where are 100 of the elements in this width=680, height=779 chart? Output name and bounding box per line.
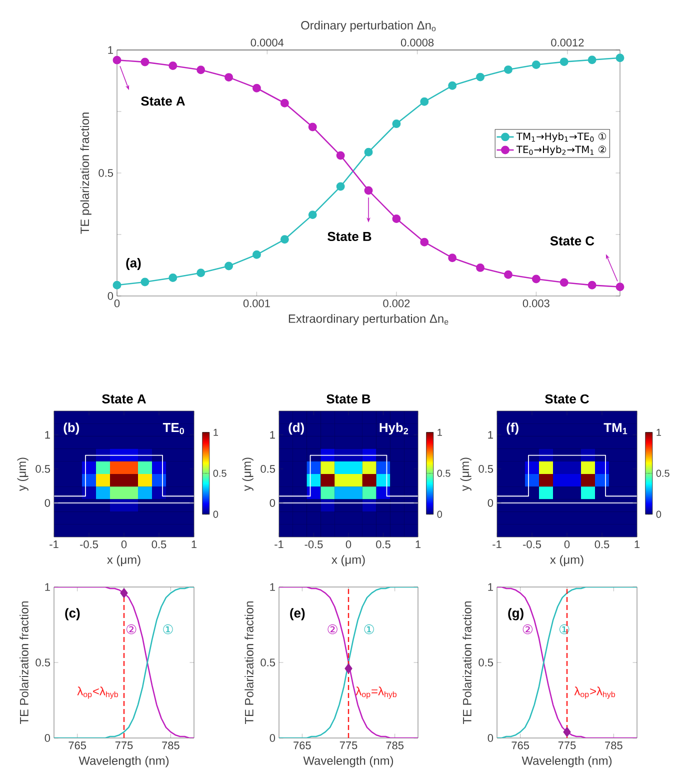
point [616, 54, 624, 62]
point [392, 214, 401, 223]
x-tick-label: -1 [274, 540, 284, 548]
ref-line-label: λ$_{op}$=λ$_{hyb}$ [356, 686, 397, 699]
x-tick-label: 775 [558, 742, 576, 750]
point [588, 280, 596, 290]
series-label: ② [126, 624, 136, 634]
point [420, 238, 429, 246]
annotation: (d) [288, 422, 304, 435]
y-axis-title: y (μm) [17, 458, 28, 492]
point [224, 262, 234, 270]
x-axis-title: Wavelength (nm) [303, 756, 394, 768]
point [476, 72, 485, 82]
x-tick-label: 765 [294, 742, 311, 750]
annotation: (e) [290, 608, 305, 620]
series-label: ① [163, 624, 173, 634]
color-bar-label: 0.5 [656, 470, 670, 477]
y-tick-label: 0.5 [36, 465, 50, 473]
x-tick-label: 785 [386, 742, 404, 750]
point [280, 98, 289, 108]
point [476, 263, 485, 272]
y-tick-label: 0 [108, 292, 114, 300]
point [336, 182, 345, 191]
chart-title: State B [326, 394, 370, 404]
x-tick-label: -0.5 [304, 540, 323, 548]
point [504, 270, 512, 279]
annotation: (a) [126, 258, 141, 270]
y-tick-label: 0.5 [478, 465, 494, 473]
point [140, 58, 150, 66]
point [140, 278, 150, 286]
y-tick-label: 0.5 [260, 465, 276, 473]
point [168, 274, 178, 282]
point [588, 56, 596, 64]
y-axis-title: y (μm) [242, 458, 254, 492]
x-tick-label: 0.5 [594, 540, 610, 548]
series-label: ① [559, 624, 570, 634]
annotation: TE$_{0}$ [162, 423, 184, 434]
x-axis-title: x (μm) [332, 555, 365, 566]
y-tick-label: 0 [488, 734, 494, 742]
color-bar-label: 0.5 [437, 470, 450, 477]
x2-axis-title: Ordinary perturbation Δn$_{o}$ [301, 20, 436, 32]
annotation: State B [328, 232, 372, 242]
annotation: State C [550, 236, 594, 246]
y-tick-label: 1 [488, 431, 493, 439]
point [336, 151, 345, 160]
x-tick-label: 785 [605, 742, 622, 750]
color-bar-label: 0 [213, 510, 218, 518]
y-tick-label: 1 [45, 583, 50, 591]
color-bar-label: 1 [656, 428, 661, 436]
y-tick-label: 1 [488, 583, 493, 591]
series-label: ② [328, 624, 338, 634]
point [504, 65, 512, 74]
x-tick-label: -1 [50, 540, 58, 548]
point [196, 66, 206, 74]
x-tick-label: 0.002 [383, 300, 410, 308]
x-axis-title: x (μm) [107, 555, 140, 566]
x-tick-label: 0 [346, 540, 352, 548]
ref-line-label: λ$_{op}$>λ$_{hyb}$ [574, 686, 616, 699]
y-tick-label: 0.5 [98, 169, 114, 177]
point [308, 210, 317, 220]
x-tick-label: 0 [114, 300, 120, 308]
annotation: (g) [508, 608, 524, 620]
x-axis-title: x (μm) [550, 555, 584, 566]
x-axis-title: Extraordinary perturbation Δn$_{e}$ [288, 314, 448, 326]
y-axis-title: y (μm) [460, 458, 472, 492]
point [560, 58, 568, 66]
ref-line-label: λ$_{op}$<λ$_{hyb}$ [77, 686, 118, 699]
y-tick-label: 0 [44, 734, 50, 742]
chart-title: State C [545, 394, 589, 404]
annotation: State A [141, 96, 185, 106]
color-bar-label: 0 [437, 510, 442, 518]
point [252, 250, 261, 259]
point [448, 254, 457, 262]
x-tick-label: -1 [492, 540, 502, 548]
y-tick-label: 0.5 [260, 658, 276, 666]
x-tick-label: 1 [634, 540, 640, 548]
annotation: Hyb$_{2}$ [380, 422, 408, 435]
point [280, 235, 289, 244]
annotation: TM$_{1}$ [604, 423, 628, 434]
color-bar-label: 1 [214, 428, 218, 436]
point [448, 81, 457, 90]
point [112, 280, 122, 290]
x2-tick-label: 0.0008 [400, 38, 434, 46]
y-tick-label: 1 [108, 46, 113, 54]
y-tick-label: 1 [45, 431, 50, 439]
x-tick-label: 765 [68, 742, 86, 750]
y-axis-title: TE polarization fraction [80, 112, 92, 234]
y-axis-title: TE Polarization fraction [244, 602, 254, 724]
point [420, 97, 429, 106]
series-label: ① [364, 624, 374, 634]
point [392, 120, 401, 128]
legend-label: TE$_{0}$→Hyb$_{2}$→TM$_{1}$ ② [516, 145, 606, 156]
y-axis-title: TE Polarization fraction [462, 602, 472, 724]
x-tick-label: 1 [416, 540, 421, 548]
y-tick-label: 1 [270, 583, 275, 591]
y-tick-label: 0.5 [478, 658, 494, 666]
x-tick-label: 775 [115, 742, 133, 750]
series-label: ② [522, 624, 533, 634]
point [196, 268, 206, 278]
x-tick-label: -0.5 [80, 540, 98, 548]
